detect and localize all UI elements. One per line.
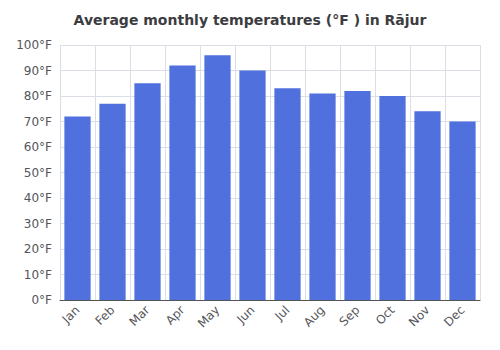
svg-text:Jul: Jul (272, 303, 293, 324)
svg-text:May: May (195, 303, 222, 330)
svg-text:Nov: Nov (406, 303, 432, 329)
svg-text:60°F: 60°F (24, 140, 52, 154)
svg-text:Mar: Mar (127, 303, 153, 329)
svg-text:Aug: Aug (301, 303, 327, 329)
svg-text:30°F: 30°F (24, 217, 52, 231)
svg-text:0°F: 0°F (31, 293, 52, 307)
svg-text:Average monthly temperatures (: Average monthly temperatures (°F ) in Rā… (74, 12, 427, 28)
svg-text:20°F: 20°F (24, 242, 52, 256)
svg-text:Sep: Sep (337, 303, 363, 329)
svg-text:Feb: Feb (93, 303, 118, 328)
svg-text:Apr: Apr (163, 303, 188, 328)
svg-text:Jan: Jan (59, 303, 83, 327)
svg-text:100°F: 100°F (16, 38, 52, 52)
svg-text:90°F: 90°F (24, 64, 52, 78)
svg-text:80°F: 80°F (24, 89, 52, 103)
svg-text:Jun: Jun (234, 303, 258, 327)
svg-text:10°F: 10°F (24, 268, 52, 282)
svg-text:50°F: 50°F (24, 166, 52, 180)
svg-text:Dec: Dec (441, 303, 467, 329)
svg-text:Oct: Oct (373, 303, 398, 328)
svg-text:40°F: 40°F (24, 191, 52, 205)
svg-text:70°F: 70°F (24, 115, 52, 129)
